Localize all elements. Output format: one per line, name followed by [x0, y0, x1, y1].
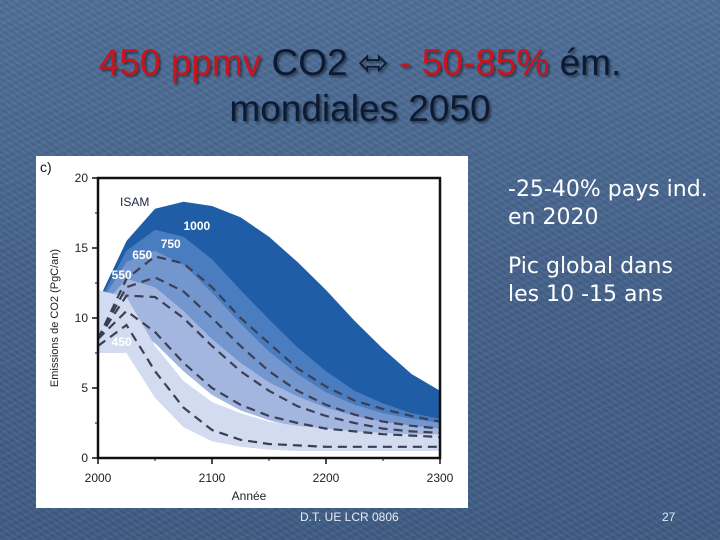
x-tick-label-2100: 2100 [199, 471, 226, 485]
y-tick-label-20: 20 [75, 171, 89, 185]
slide-title: 450 ppmv CO2 ⬄ - 50-85% ém. mondiales 20… [20, 40, 700, 132]
band-650 [98, 250, 440, 437]
emissions-chart-image: 0 5 10 15 20 2000 2100 2200 2300 Année Emissions d… [36, 156, 468, 508]
median-line-550 [97, 309, 441, 439]
bullet-item-1: -25-40% pays ind. en 2020 [508, 177, 708, 230]
title-em: ém. [549, 42, 622, 83]
title-ppmv: 450 ppmv [98, 42, 262, 83]
model-label: ISAM [120, 195, 149, 209]
emissions-chart: 0 5 10 15 20 2000 2100 2200 2300 Année Emissions d… [40, 159, 454, 503]
series-label-750: 750 [161, 237, 181, 251]
footer-text: D.T. UE LCR 0806 [300, 510, 399, 524]
median-line-450 [97, 323, 440, 448]
x-axis-label: Année [232, 489, 267, 503]
x-tick-label-2000: 2000 [85, 471, 112, 485]
panel-label: c) [40, 159, 52, 175]
median-line-750 [97, 276, 441, 430]
title-line-2: mondiales 2050 [229, 88, 491, 129]
series-label-550: 550 [112, 268, 132, 282]
series-label-1000: 1000 [184, 219, 211, 233]
bullet-item-2: Pic global dans les 10 -15 ans [508, 254, 673, 307]
bullet-list: -25-40% pays ind. en 2020 Pic global dan… [508, 176, 708, 330]
band-550 [98, 278, 440, 440]
series-label-650: 650 [132, 248, 152, 262]
y-tick-label-10: 10 [75, 311, 89, 325]
series-label-450: 450 [112, 335, 132, 349]
title-line-1: 450 ppmv CO2 ⬄ - 50-85% ém. [20, 40, 700, 86]
title-reduction: - 50-85% [388, 42, 550, 83]
y-axis-label: Emissions de CO2 (PgC/an) [49, 249, 61, 387]
x-tick-label-2200: 2200 [313, 471, 340, 485]
band-450 [98, 290, 440, 451]
double-arrow-icon: ⬄ [357, 42, 389, 83]
median-line-1000 [97, 255, 441, 423]
median-line-650 [97, 294, 441, 434]
x-tick-label-2300: 2300 [427, 471, 454, 485]
y-tick-label-5: 5 [81, 381, 88, 395]
page-number: 27 [662, 510, 676, 524]
y-tick-label-15: 15 [75, 241, 89, 255]
title-co2: CO2 [261, 42, 358, 83]
y-tick-label-0: 0 [81, 451, 88, 465]
